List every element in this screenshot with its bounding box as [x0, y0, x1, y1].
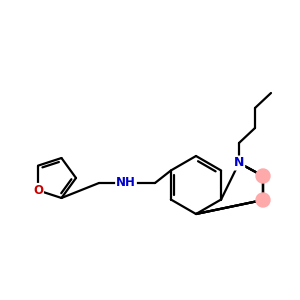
- Text: O: O: [33, 184, 43, 197]
- Text: NH: NH: [116, 176, 136, 190]
- Circle shape: [256, 169, 270, 183]
- Text: N: N: [234, 157, 244, 169]
- Circle shape: [256, 193, 270, 207]
